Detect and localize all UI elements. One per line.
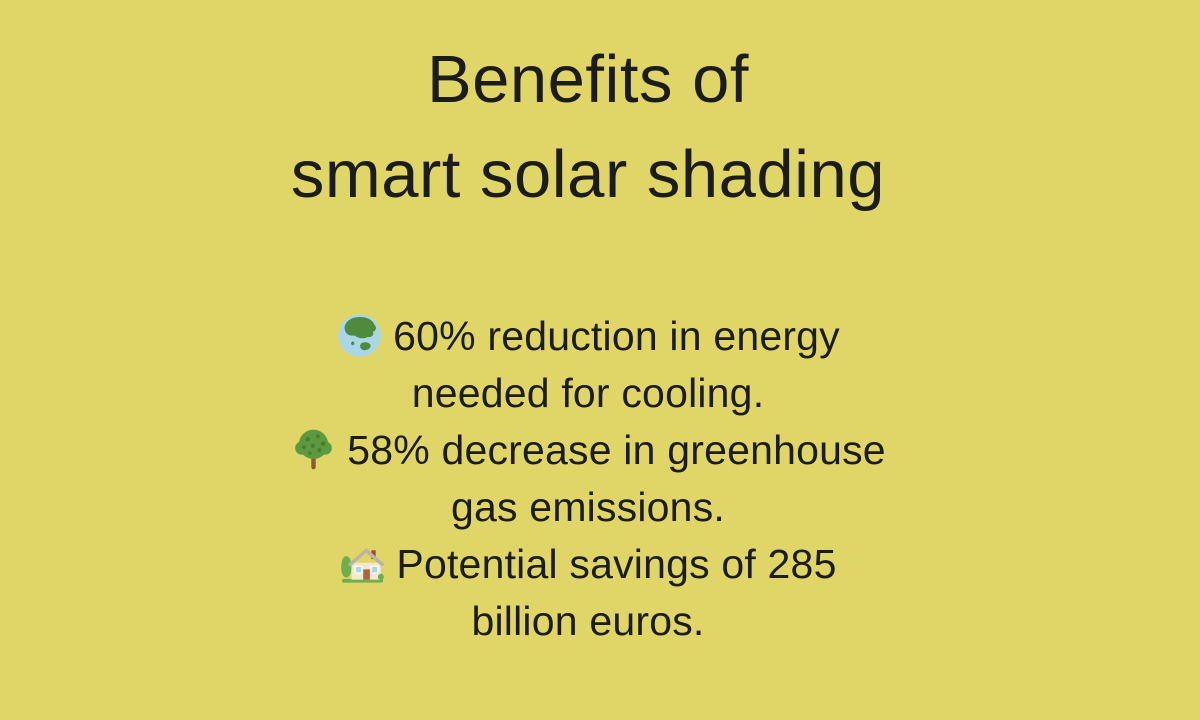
benefit-text: billion euros. (471, 598, 705, 644)
benefit-item-emissions: 58% decrease in greenhouse gas emissions… (290, 422, 886, 536)
page-title: Benefits of smart solar shading (291, 32, 885, 222)
benefit-text: gas emissions. (451, 484, 725, 530)
benefit-text: needed for cooling. (411, 370, 765, 416)
benefits-list: 60% reduction in energy needed for cooli… (290, 308, 886, 650)
benefit-item-energy: 60% reduction in energy needed for cooli… (290, 308, 886, 422)
deciduous-tree-icon (290, 422, 337, 479)
page-title-line-1: Benefits of (426, 42, 750, 117)
benefit-text: 60% reduction in energy (393, 313, 840, 359)
benefit-text: Potential savings of 285 (396, 541, 837, 587)
page-title-line-2: smart solar shading (290, 137, 886, 212)
benefit-item-savings: Potential savings of 285 billion euros. (290, 536, 886, 650)
benefit-text: 58% decrease in greenhouse (347, 427, 886, 473)
globe-asia-australia-icon (336, 308, 383, 365)
house-with-garden-icon (339, 536, 386, 593)
